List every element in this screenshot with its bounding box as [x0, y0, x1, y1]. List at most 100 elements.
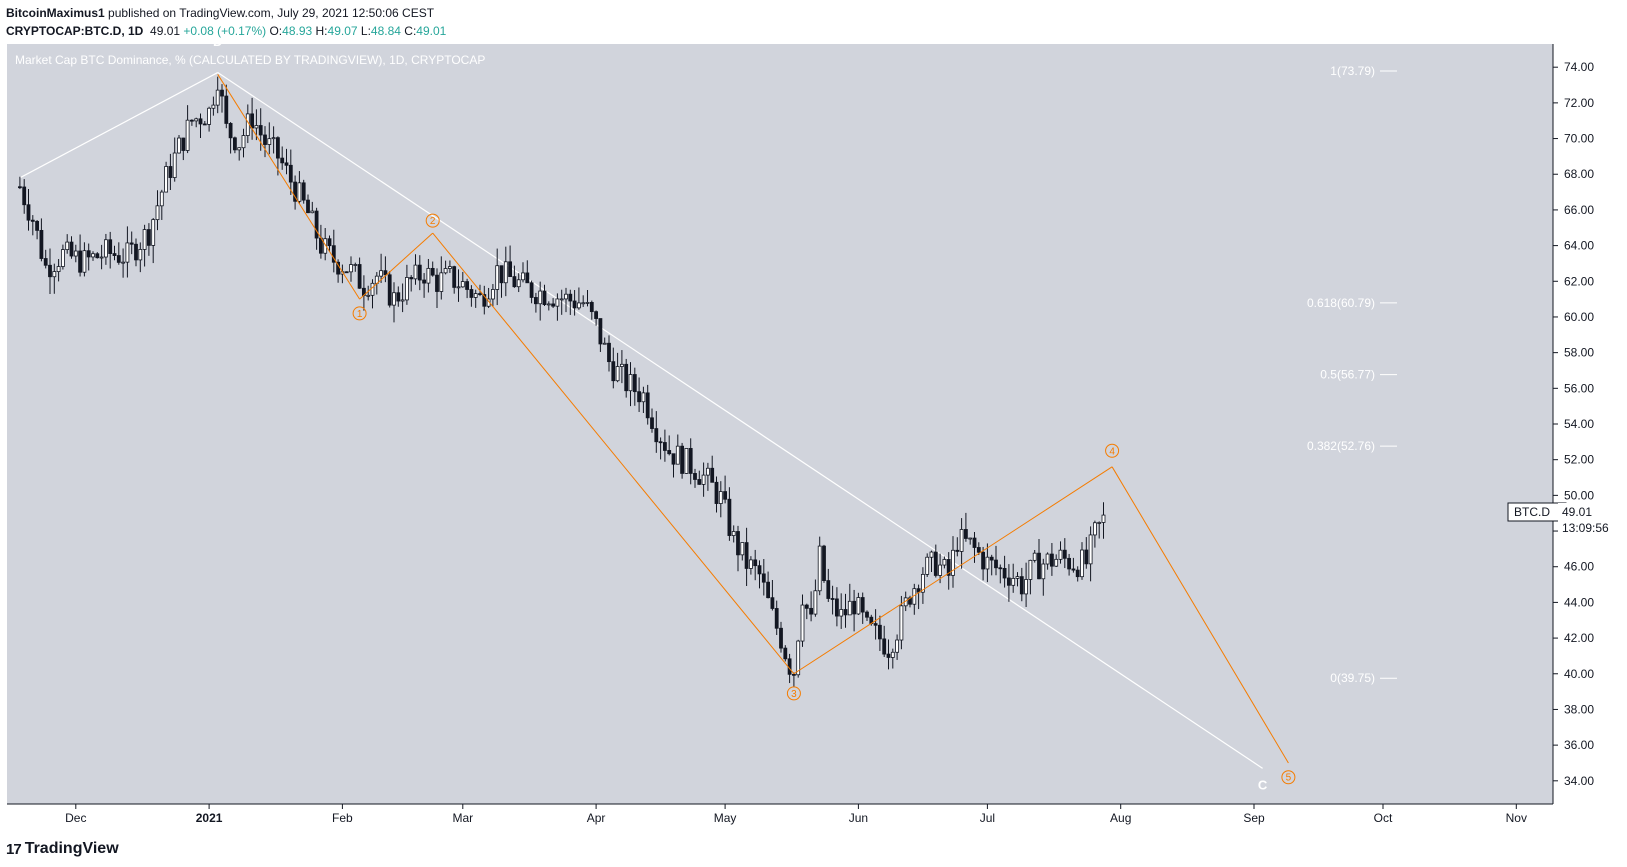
candle-body — [1050, 553, 1054, 567]
candle-body — [572, 300, 577, 309]
candle-body — [1080, 549, 1084, 578]
candle-body — [680, 445, 684, 474]
candle-body — [310, 210, 315, 214]
candle-body — [409, 277, 414, 280]
candle-body — [860, 597, 865, 613]
letter-label: D — [213, 34, 222, 49]
candle-body — [671, 453, 676, 465]
candle-body — [65, 241, 70, 251]
candle-body — [632, 374, 637, 393]
candle-body — [275, 137, 280, 159]
candle-body — [357, 264, 362, 289]
candle-body — [843, 609, 848, 616]
candle-body — [168, 166, 173, 178]
candle-body — [508, 261, 513, 277]
candle-body — [585, 302, 590, 304]
fib-label: 0.382(52.76) — [1307, 439, 1375, 453]
y-tick-label: 46.00 — [1564, 560, 1594, 574]
candle-body — [1024, 579, 1028, 595]
y-tick-label: 52.00 — [1564, 453, 1594, 467]
footer-brand[interactable]: 17 TradingView — [6, 840, 119, 858]
candle-body — [241, 135, 246, 149]
y-tick-label: 62.00 — [1564, 274, 1594, 288]
candle-body — [942, 559, 947, 566]
fibonacci-levels: 1(73.79) 0.618(60.79) 0.5(56.77) 0.382(52.7… — [1307, 64, 1397, 685]
candle-body — [426, 267, 431, 284]
fib-label: 0(39.75) — [1330, 671, 1375, 685]
candle-body — [835, 598, 839, 617]
x-tick-label: Feb — [332, 811, 353, 825]
candle-body — [22, 186, 27, 206]
candle-body — [443, 268, 448, 274]
candle-body — [1045, 553, 1050, 565]
candle-body — [142, 229, 147, 250]
white-trend-lines — [19, 72, 1263, 769]
candle-body — [35, 220, 39, 231]
price-badge[interactable]: BTC.D 49.01 13:09:56 — [1507, 502, 1627, 538]
candle-body — [1093, 522, 1097, 536]
symbol-label[interactable]: CRYPTOCAP:BTC.D, 1D — [6, 24, 144, 38]
author-name[interactable]: BitcoinMaximus1 — [6, 6, 105, 20]
candle-body — [267, 138, 272, 145]
candle-body — [202, 123, 207, 126]
candle-body — [998, 567, 1003, 570]
candle-body — [740, 542, 745, 556]
orange-wave-segment — [1111, 466, 1289, 764]
candle-body — [422, 279, 427, 284]
wave-circle — [352, 306, 367, 321]
candle-body — [245, 113, 250, 136]
candle-body — [396, 292, 401, 302]
candle-body — [1071, 568, 1076, 571]
orange-wave-segment — [217, 74, 361, 300]
fib-label: 1(73.79) — [1330, 64, 1375, 78]
candle-body — [577, 302, 581, 309]
candle-body — [112, 253, 117, 256]
ohlc-legend: CRYPTOCAP:BTC.D, 1D 49.01 +0.08 (+0.17%)… — [6, 22, 446, 40]
wave-circle — [1281, 770, 1296, 785]
candle-body — [559, 298, 564, 301]
candle-body — [766, 581, 770, 599]
candle-body — [981, 551, 985, 570]
candle-body — [30, 219, 35, 222]
candle-body — [435, 274, 439, 292]
candle-body — [555, 298, 560, 307]
candle-body — [370, 282, 375, 296]
candle-body — [86, 250, 91, 258]
candle-body — [301, 182, 306, 201]
orange-wave-segment — [793, 466, 1113, 675]
x-tick-label: Mar — [452, 811, 473, 825]
candle-body — [783, 647, 788, 660]
y-tick-label: 64.00 — [1564, 239, 1594, 253]
candle-body — [323, 238, 328, 254]
candle-body — [684, 448, 689, 474]
candle-body — [667, 450, 672, 455]
candle-body — [125, 242, 130, 263]
plot-area[interactable] — [7, 44, 1553, 804]
orange-wave-path — [217, 74, 1289, 764]
candle-body — [73, 250, 78, 257]
candle-body — [589, 302, 594, 313]
candle-body — [1097, 522, 1102, 524]
candle-body — [761, 573, 766, 583]
candle-body — [387, 274, 392, 306]
candle-body — [959, 529, 964, 552]
low-value: 48.84 — [370, 24, 401, 38]
candle-body — [921, 573, 925, 593]
candle-body — [82, 250, 87, 273]
candle-body — [598, 318, 603, 345]
wave-circle — [425, 213, 440, 228]
candle-body — [757, 565, 762, 575]
candle-body — [1019, 576, 1024, 595]
candle-body — [392, 292, 396, 306]
y-tick-label: 40.00 — [1564, 667, 1594, 681]
candle-body — [52, 271, 57, 278]
candle-body — [955, 549, 960, 552]
candle-body — [349, 264, 353, 273]
y-tick-label: 70.00 — [1564, 132, 1594, 146]
candle-body — [856, 597, 861, 615]
candle-body — [542, 290, 547, 305]
candle-body — [211, 104, 216, 109]
candle-body — [1011, 577, 1016, 586]
candle-body — [108, 239, 113, 254]
